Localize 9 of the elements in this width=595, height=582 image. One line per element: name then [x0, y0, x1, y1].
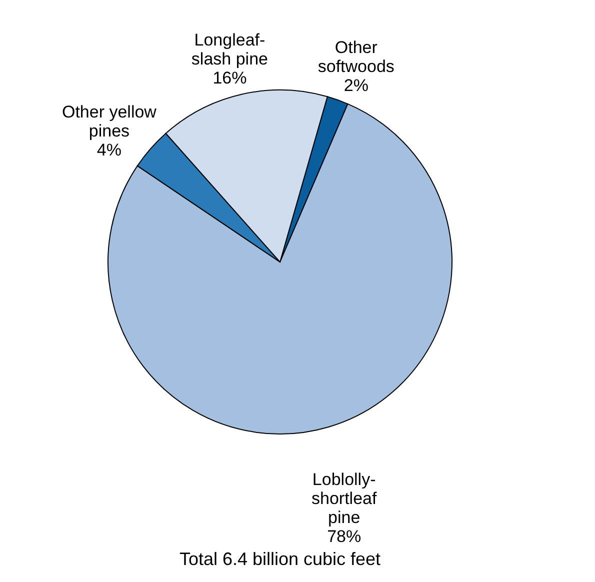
data-label: 2% [344, 76, 368, 96]
data-label: 78% [327, 526, 362, 546]
data-label: 4% [96, 140, 122, 160]
text: Total 6.4 billion cubic feet [179, 549, 381, 569]
slice-label: Other softwoods [318, 38, 394, 76]
slice-label: Loblolly- shortleaf pine [311, 470, 377, 527]
slice-label: Longleaf- slash pine [191, 30, 268, 69]
slice-label: Other yellow pines [62, 102, 158, 140]
data-label: 16% [212, 68, 247, 88]
